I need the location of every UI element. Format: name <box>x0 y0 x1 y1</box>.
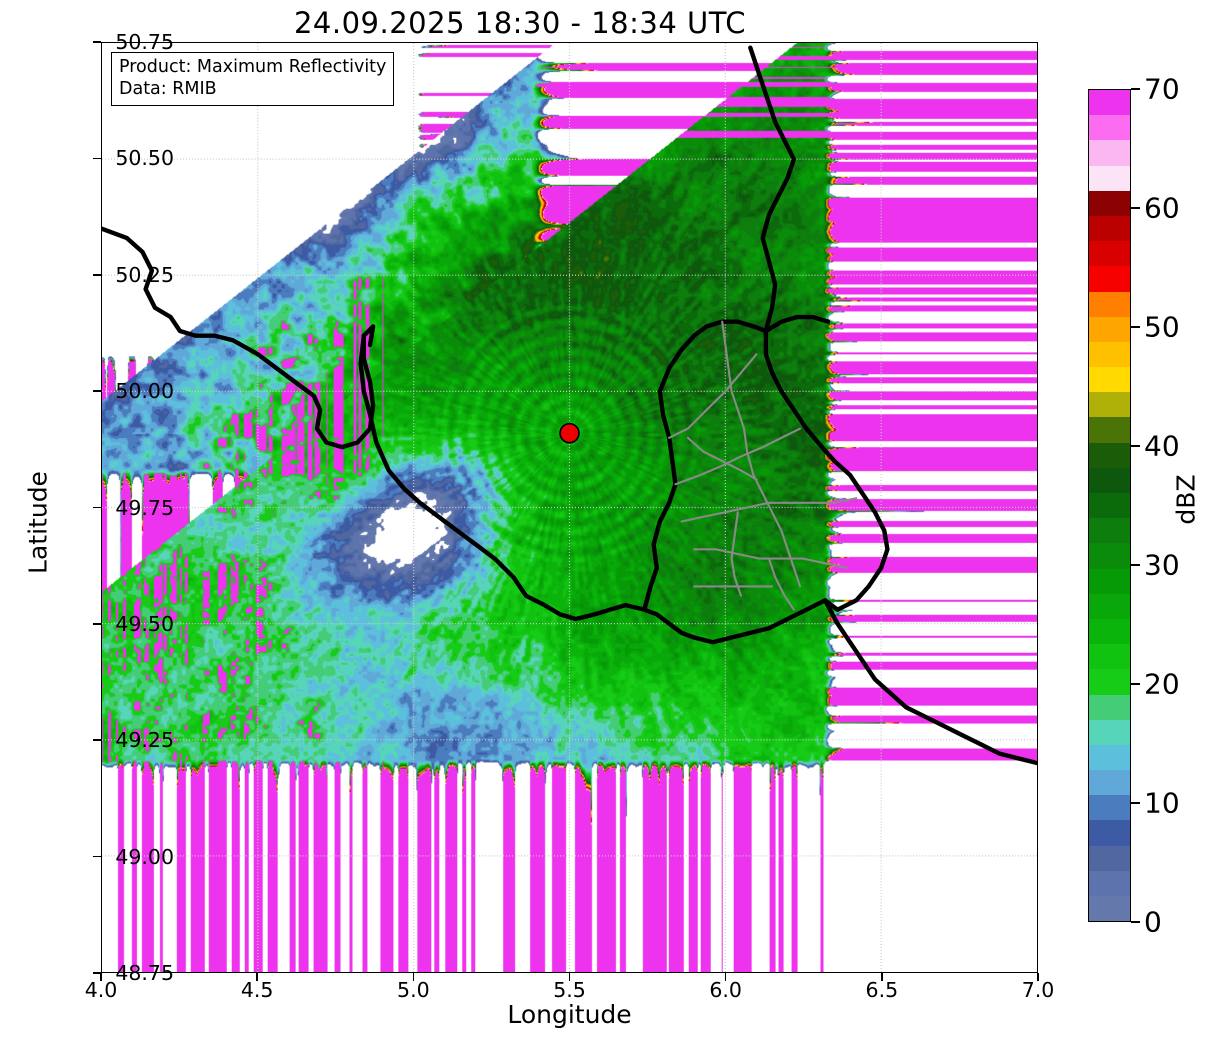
colorbar-band <box>1089 467 1130 493</box>
colorbar-band <box>1089 341 1130 368</box>
x-tick-mark <box>100 973 102 981</box>
y-tick-mark <box>93 739 101 742</box>
x-tick-label: 5.5 <box>553 978 586 1002</box>
colorbar-band <box>1089 669 1130 695</box>
colorbar-tick-label: 0 <box>1144 905 1162 939</box>
colorbar-band <box>1089 266 1130 292</box>
country-borders-layer <box>102 45 1037 766</box>
y-tick-label: 48.75 <box>115 961 174 985</box>
x-tick-mark <box>1037 973 1039 981</box>
colorbar-band <box>1089 896 1130 921</box>
y-tick-mark <box>93 623 101 625</box>
colorbar-tick-mark <box>1131 683 1140 685</box>
colorbar-band <box>1089 694 1130 720</box>
x-tick-label: 4.0 <box>84 978 118 1002</box>
colorbar-tick-mark <box>1131 445 1140 447</box>
y-tick-mark <box>93 390 101 392</box>
y-tick-label: 50.75 <box>115 30 174 54</box>
y-tick-mark <box>93 972 101 974</box>
colorbar-tick-label: 50 <box>1144 310 1180 344</box>
colorbar-band <box>1089 543 1130 569</box>
colorbar-band <box>1089 820 1130 846</box>
page-title: 24.09.2025 18:30 - 18:34 UTC <box>293 6 747 40</box>
y-tick-mark <box>93 41 101 43</box>
radar-map-plot: Product: Maximum Reflectivity Data: RMIB <box>101 42 1038 973</box>
colorbar-tick-mark <box>1131 326 1140 328</box>
data-line: Data: RMIB <box>119 79 217 100</box>
x-tick-label: 6.0 <box>709 978 742 1002</box>
x-tick-mark <box>412 973 415 981</box>
y-tick-mark <box>93 273 101 276</box>
colorbar-tick-label: 20 <box>1144 667 1180 701</box>
colorbar-band <box>1089 593 1130 619</box>
colorbar-band <box>1089 845 1130 871</box>
x-tick-label: 4.5 <box>240 978 274 1002</box>
colorbar-band <box>1089 392 1130 418</box>
colorbar-band <box>1089 493 1130 519</box>
colorbar-tick-mark <box>1131 802 1140 804</box>
x-tick-label: 5.0 <box>397 978 430 1002</box>
colorbar-band <box>1089 241 1130 267</box>
colorbar-band <box>1089 417 1130 443</box>
colorbar-label: dBZ <box>1171 474 1201 525</box>
colorbar-band <box>1089 870 1130 896</box>
colorbar-tick-label: 40 <box>1144 429 1180 463</box>
colorbar-tick-label: 70 <box>1144 72 1180 106</box>
colorbar-tick-mark <box>1131 88 1140 90</box>
y-tick-label: 49.50 <box>115 611 174 636</box>
y-tick-label: 50.50 <box>115 146 174 171</box>
y-tick-label: 50.00 <box>115 379 174 404</box>
colorbar-band <box>1089 367 1130 393</box>
colorbar-tick-label: 10 <box>1144 786 1180 820</box>
y-tick-label: 49.75 <box>115 495 174 520</box>
colorbar-band <box>1089 291 1130 317</box>
colorbar-band <box>1089 140 1130 166</box>
map-gridlines <box>102 43 1037 972</box>
colorbar-band <box>1089 568 1130 594</box>
x-tick-mark <box>881 973 883 981</box>
colorbar-band <box>1089 644 1130 670</box>
colorbar-tick-mark <box>1131 564 1140 566</box>
product-info-box: Product: Maximum Reflectivity Data: RMIB <box>111 52 395 106</box>
radar-site-marker <box>559 422 580 444</box>
x-tick-mark <box>568 973 571 981</box>
y-axis-label: Latitude <box>23 471 53 574</box>
colorbar-band <box>1089 442 1130 468</box>
x-tick-mark <box>724 973 727 981</box>
y-tick-mark <box>93 855 101 858</box>
colorbar-band <box>1089 770 1130 796</box>
y-tick-label: 50.25 <box>115 262 174 287</box>
colorbar-band <box>1089 719 1130 745</box>
colorbar-band <box>1089 115 1130 141</box>
colorbar-band <box>1089 316 1130 342</box>
x-tick-label: 7.0 <box>1021 978 1055 1002</box>
x-tick-mark <box>256 973 258 981</box>
y-tick-mark <box>93 506 101 509</box>
colorbar-band <box>1089 744 1130 771</box>
colorbar-band <box>1089 190 1130 216</box>
x-tick-label: 6.5 <box>865 978 899 1002</box>
x-axis-label: Longitude <box>507 1000 632 1029</box>
y-tick-label: 49.00 <box>115 844 174 869</box>
colorbar-tick-mark <box>1131 921 1140 923</box>
colorbar-band <box>1089 165 1130 191</box>
colorbar-tick-label: 60 <box>1144 191 1180 225</box>
y-tick-mark <box>93 157 101 160</box>
colorbar-band <box>1089 518 1130 544</box>
colorbar <box>1088 89 1131 922</box>
colorbar-band <box>1089 215 1130 242</box>
product-line: Product: Maximum Reflectivity <box>119 57 387 77</box>
y-tick-label: 49.25 <box>115 728 174 753</box>
colorbar-band <box>1089 618 1130 645</box>
colorbar-tick-label: 30 <box>1144 548 1180 582</box>
colorbar-band <box>1089 795 1130 821</box>
colorbar-tick-mark <box>1131 207 1140 209</box>
colorbar-band <box>1089 90 1130 116</box>
